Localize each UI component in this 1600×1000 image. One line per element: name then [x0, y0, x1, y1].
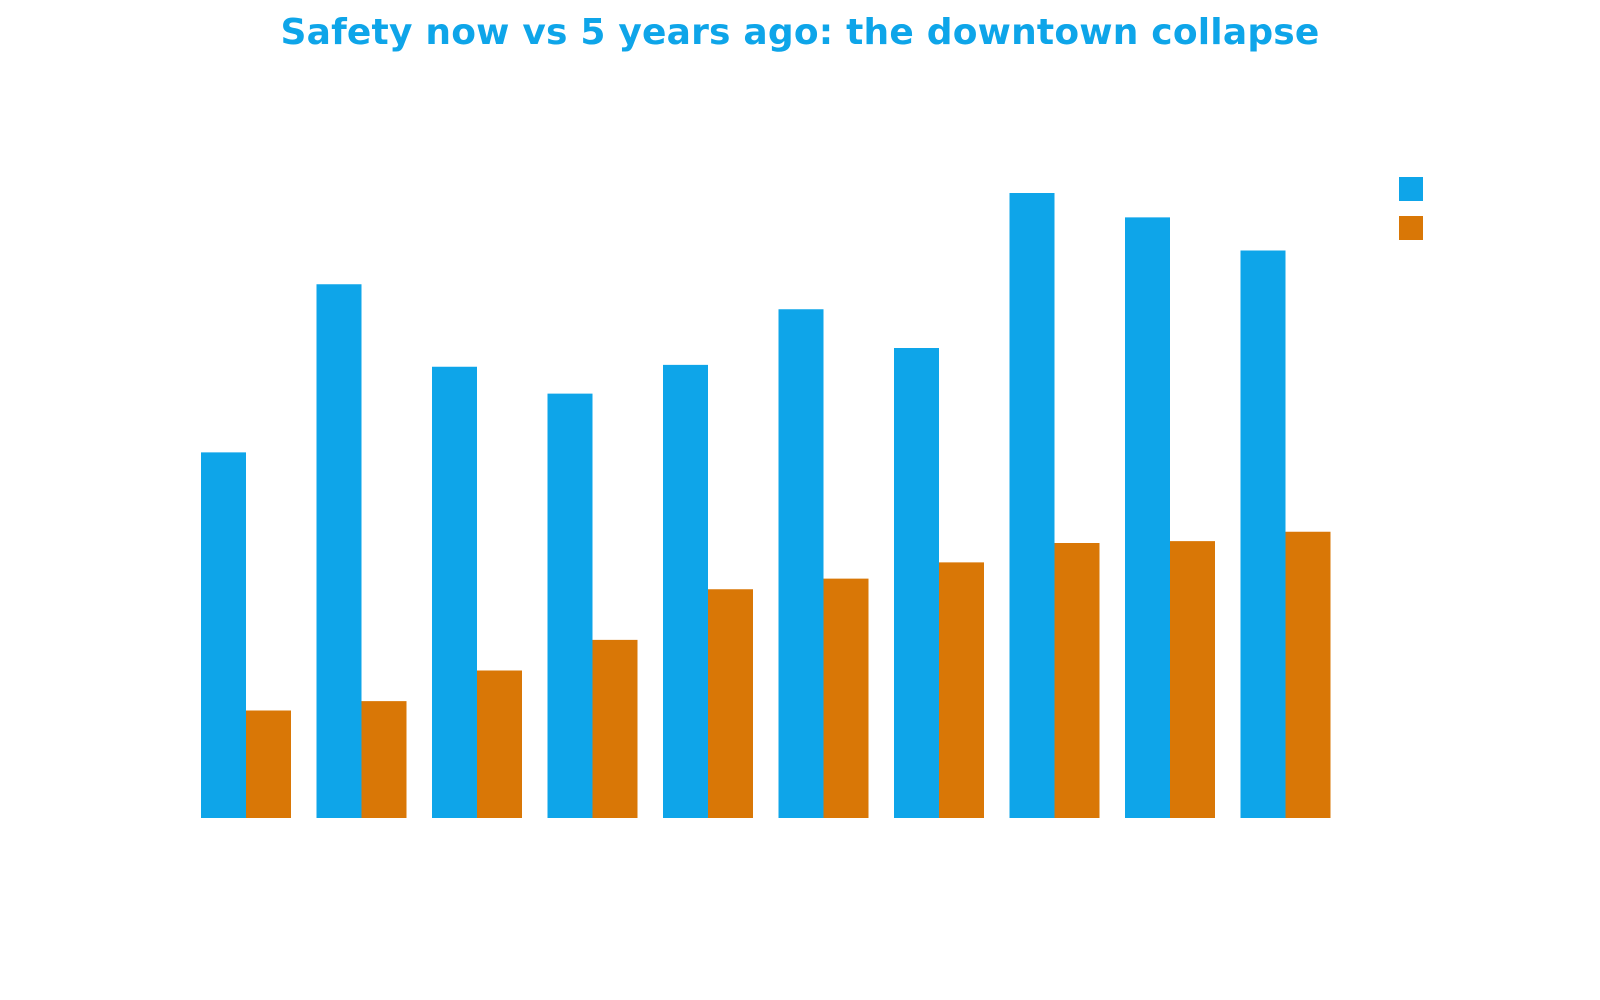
bar-series-2-group-1	[246, 710, 291, 818]
bar-series-1-group-6	[778, 309, 824, 818]
bar-series-1-group-1	[201, 452, 246, 818]
bars-layer	[201, 193, 1331, 818]
legend-swatch-series-2	[1399, 216, 1423, 240]
legend-swatch-series-1	[1399, 177, 1423, 201]
bar-series-2-group-7	[939, 562, 984, 818]
bar-series-1-group-4	[547, 393, 593, 818]
bar-series-1-group-7	[894, 348, 939, 818]
bar-series-1-group-5	[663, 364, 708, 818]
bar-series-2-group-3	[477, 670, 522, 818]
bar-series-2-group-9	[1170, 541, 1215, 818]
bar-series-2-group-8	[1054, 543, 1100, 818]
bar-series-1-group-9	[1125, 217, 1170, 818]
bar-series-2-group-5	[708, 589, 753, 818]
bar-series-1-group-3	[432, 366, 477, 818]
legend	[1399, 177, 1423, 240]
bar-series-2-group-4	[592, 639, 638, 818]
bar-series-1-group-8	[1009, 193, 1055, 818]
bar-series-2-group-10	[1285, 531, 1331, 818]
bar-series-2-group-2	[361, 701, 407, 818]
bar-series-1-group-2	[316, 284, 362, 818]
bar-series-1-group-10	[1240, 250, 1286, 818]
bar-series-2-group-6	[823, 578, 869, 818]
chart-title: Safety now vs 5 years ago: the downtown …	[280, 12, 1320, 53]
